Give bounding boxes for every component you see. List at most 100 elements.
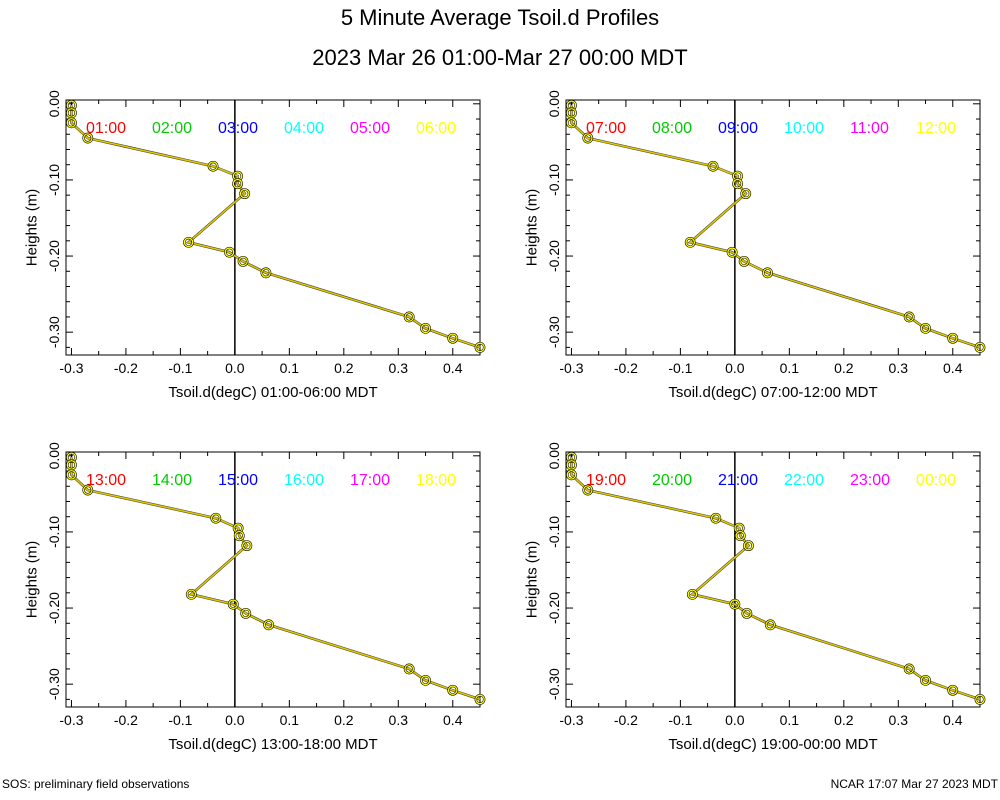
data-point bbox=[208, 161, 218, 172]
y-tick-label: -0.30 bbox=[546, 316, 562, 348]
data-point bbox=[765, 619, 776, 630]
data-point bbox=[566, 469, 577, 480]
x-axis-label: Tsoil.d(degC) 19:00-00:00 MDT bbox=[668, 736, 877, 753]
data-point bbox=[739, 256, 749, 267]
x-tick-label: 0.3 bbox=[389, 712, 409, 728]
legend-entry: 13:00 bbox=[86, 472, 126, 489]
chart-panel-3: -0.3 -0.2 -0.1 0.0 0.1 0.2 0.3 0.4 0.00 -0.10 -0.2… bbox=[24, 442, 486, 753]
x-tick-label: 0.4 bbox=[943, 712, 963, 728]
data-point bbox=[404, 664, 415, 674]
x-tick-label: 0.3 bbox=[889, 360, 909, 376]
data-point bbox=[183, 237, 194, 248]
y-tick-label: -0.10 bbox=[546, 516, 562, 548]
data-point bbox=[66, 460, 77, 470]
plot-frame bbox=[565, 99, 981, 356]
legend-entry: 20:00 bbox=[652, 472, 692, 489]
footer-right: NCAR 17:07 Mar 27 2023 MDT bbox=[831, 777, 999, 791]
data-point bbox=[762, 267, 773, 278]
y-tick-label: -0.10 bbox=[546, 164, 562, 196]
data-point bbox=[240, 608, 251, 619]
data-point bbox=[234, 530, 245, 541]
y-tick-label: -0.20 bbox=[46, 592, 62, 624]
data-point bbox=[708, 161, 718, 172]
data-point bbox=[743, 540, 754, 551]
legend-entry: 07:00 bbox=[586, 120, 626, 137]
x-tick-label: -0.2 bbox=[114, 360, 138, 376]
series-line bbox=[70, 457, 481, 701]
x-tick-label: -0.2 bbox=[614, 360, 638, 376]
y-tick-label: 0.00 bbox=[46, 90, 62, 117]
plot-frame bbox=[65, 99, 481, 356]
legend-entry: 16:00 bbox=[284, 472, 324, 489]
data-point bbox=[742, 608, 752, 619]
figure-title: 5 Minute Average Tsoil.d Profiles bbox=[341, 5, 659, 30]
x-axis-label: Tsoil.d(degC) 01:00-06:00 MDT bbox=[168, 384, 377, 401]
data-point bbox=[420, 675, 431, 686]
y-tick-label: -0.20 bbox=[546, 592, 562, 624]
data-point bbox=[566, 108, 577, 118]
data-point bbox=[975, 694, 985, 705]
legend-entry: 06:00 bbox=[416, 120, 456, 137]
y-tick-label: -0.30 bbox=[546, 668, 562, 700]
data-point bbox=[263, 619, 274, 630]
x-tick-label: 0.4 bbox=[443, 712, 463, 728]
data-point bbox=[404, 312, 415, 322]
x-tick-label: -0.1 bbox=[168, 712, 192, 728]
x-tick-label: 0.3 bbox=[889, 712, 909, 728]
x-axis-label: Tsoil.d(degC) 07:00-12:00 MDT bbox=[668, 384, 877, 401]
plot-frame bbox=[565, 451, 981, 708]
data-point bbox=[82, 485, 93, 495]
series-line bbox=[570, 105, 981, 349]
y-axis-label: Heights (m) bbox=[524, 541, 541, 619]
x-tick-label: 0.3 bbox=[389, 360, 409, 376]
plot-frame bbox=[65, 451, 481, 708]
data-point bbox=[261, 267, 271, 278]
data-point bbox=[242, 540, 252, 551]
legend-entry: 05:00 bbox=[350, 120, 390, 137]
data-point bbox=[566, 460, 577, 470]
x-tick-label: -0.2 bbox=[114, 712, 138, 728]
y-axis-label: Heights (m) bbox=[24, 189, 41, 267]
data-point bbox=[66, 108, 77, 118]
chart-panel-4: -0.3 -0.2 -0.1 0.0 0.1 0.2 0.3 0.4 0.00 -0.10 -0.2… bbox=[524, 442, 986, 753]
x-tick-label: 0.1 bbox=[280, 360, 300, 376]
data-point bbox=[224, 247, 235, 258]
data-point bbox=[228, 599, 239, 610]
data-point bbox=[82, 133, 93, 143]
x-tick-label: 0.1 bbox=[780, 360, 800, 376]
series-line bbox=[70, 105, 481, 349]
data-point bbox=[475, 694, 485, 705]
x-tick-label: -0.3 bbox=[559, 712, 583, 728]
y-tick-label: 0.00 bbox=[546, 90, 562, 117]
x-tick-label: 0.2 bbox=[834, 360, 854, 376]
x-tick-label: -0.3 bbox=[559, 360, 583, 376]
data-point bbox=[66, 469, 77, 480]
chart-panel-2: -0.3 -0.2 -0.1 0.0 0.1 0.2 0.3 0.4 0.00 -0.10 -0.2… bbox=[524, 90, 986, 401]
data-point bbox=[582, 485, 593, 495]
legend-entry: 09:00 bbox=[718, 120, 758, 137]
legend-entry: 02:00 bbox=[152, 120, 192, 137]
x-tick-label: 0.4 bbox=[943, 360, 963, 376]
x-tick-label: -0.1 bbox=[168, 360, 192, 376]
legend-entry: 04:00 bbox=[284, 120, 324, 137]
figure-subtitle: 2023 Mar 26 01:00-Mar 27 00:00 MDT bbox=[312, 45, 687, 70]
x-tick-label: 0.2 bbox=[334, 360, 354, 376]
x-tick-label: 0.4 bbox=[443, 360, 463, 376]
legend-entry: 15:00 bbox=[218, 472, 258, 489]
y-axis-label: Heights (m) bbox=[24, 541, 41, 619]
data-point bbox=[904, 664, 915, 674]
data-point bbox=[186, 589, 197, 600]
y-tick-label: 0.00 bbox=[46, 442, 62, 469]
x-tick-label: 0.0 bbox=[725, 360, 745, 376]
legend-entry: 17:00 bbox=[350, 472, 390, 489]
x-axis-label: Tsoil.d(degC) 13:00-18:00 MDT bbox=[168, 736, 377, 753]
y-tick-label: -0.10 bbox=[46, 516, 62, 548]
panels: -0.3 -0.2 -0.1 0.0 0.1 0.2 0.3 0.4 0.00 -0.10 -0.2… bbox=[24, 90, 986, 753]
x-tick-label: 0.2 bbox=[834, 712, 854, 728]
data-point bbox=[947, 685, 958, 696]
legend-entry: 00:00 bbox=[916, 472, 956, 489]
y-tick-label: -0.20 bbox=[46, 240, 62, 272]
data-point bbox=[730, 599, 740, 610]
